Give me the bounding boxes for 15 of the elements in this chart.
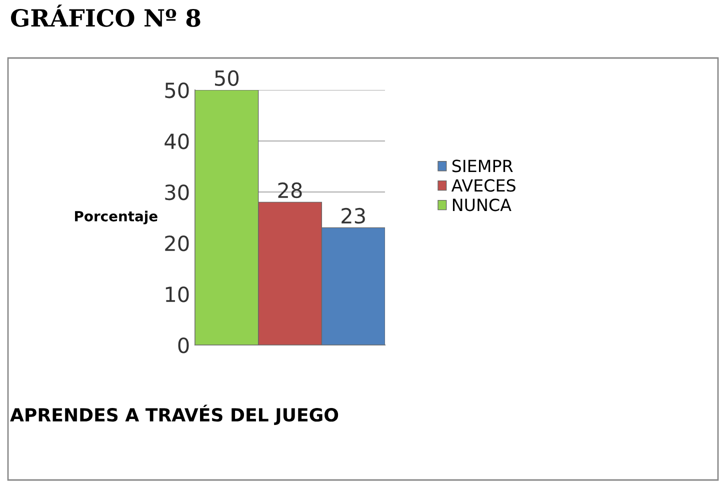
x-axis-title: APRENDES A TRAVÉS DEL JUEGO (10, 404, 338, 426)
y-axis-title: Porcentaje (75, 210, 158, 224)
y-tick-label: 30 (165, 184, 189, 200)
data-label: 23 (342, 208, 365, 224)
y-tick-label: 40 (164, 133, 189, 150)
chart-title: GRÁFICO Nº 8 (10, 4, 200, 27)
y-tick-label: 10 (166, 286, 189, 302)
y-tick-label: 20 (165, 235, 189, 252)
legend-label: AVECES (451, 179, 516, 192)
y-tick-label: 0 (178, 337, 189, 354)
y-tick-label: 50 (165, 82, 189, 98)
legend-label: SIEMPR (452, 160, 513, 172)
data-label: 50 (215, 70, 239, 86)
legend-label: NUNCA (452, 198, 512, 212)
data-label: 28 (278, 182, 302, 198)
